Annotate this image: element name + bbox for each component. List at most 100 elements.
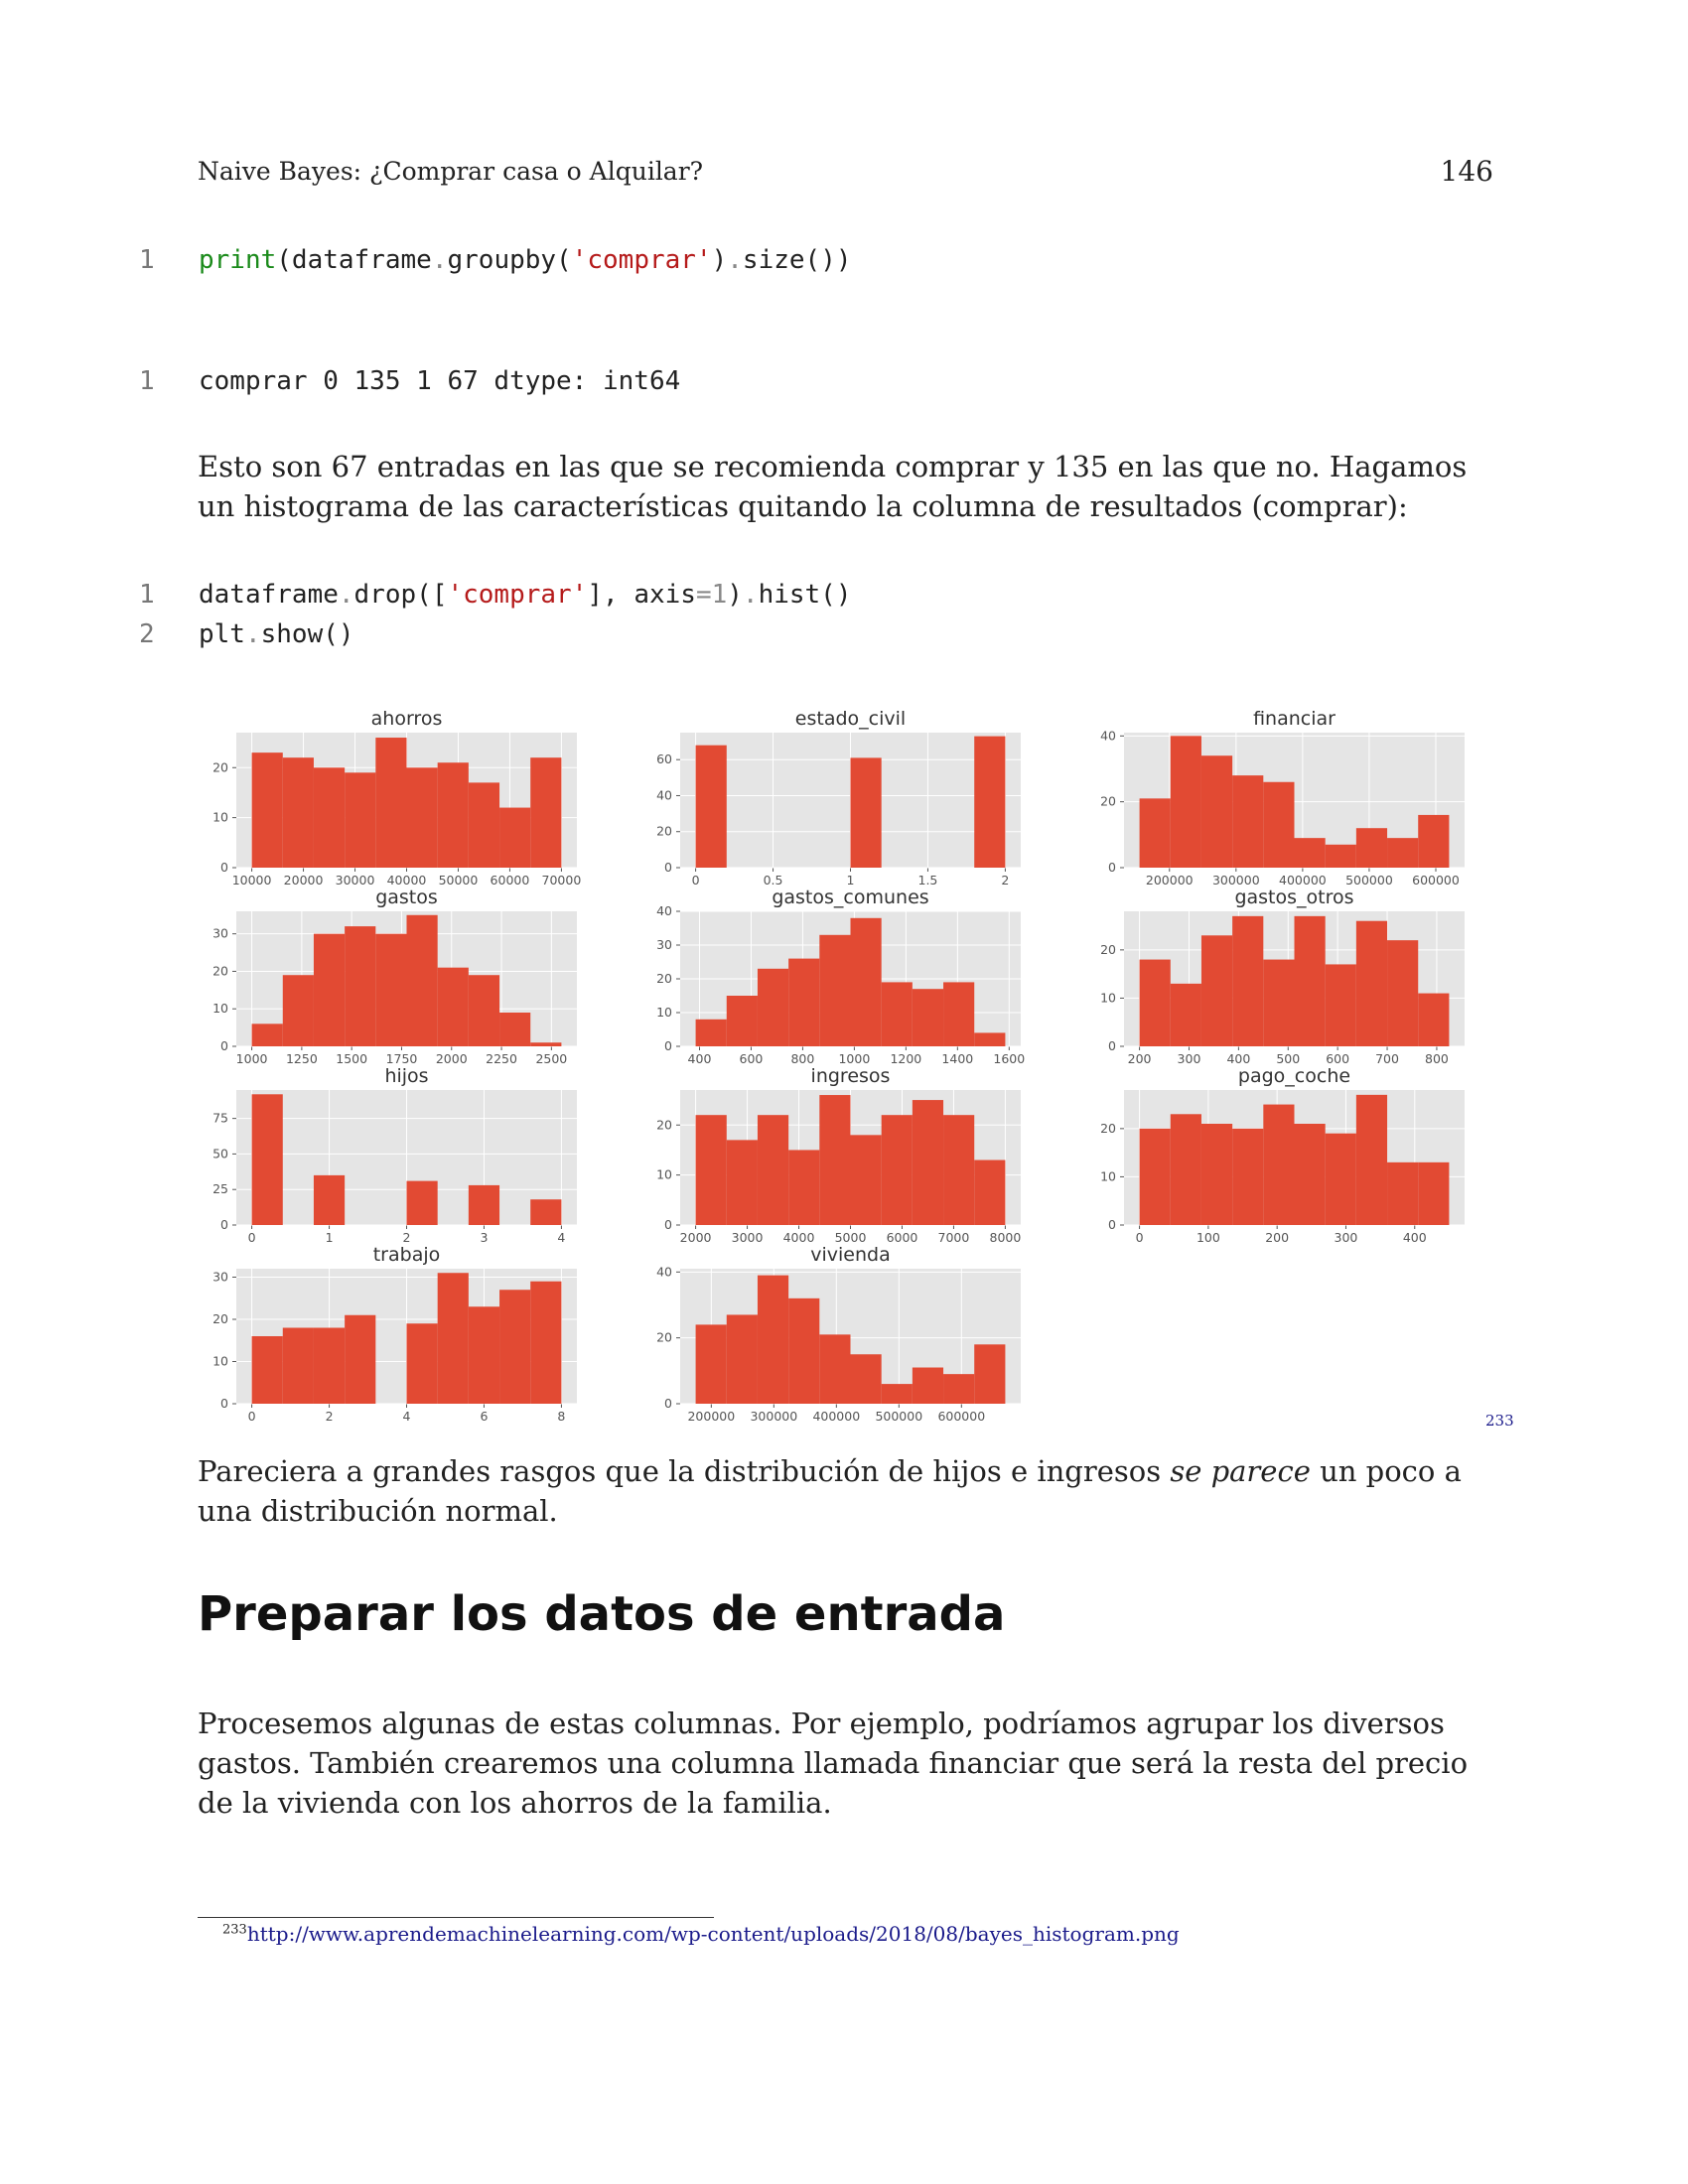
histogram-bar [757, 1115, 789, 1225]
code-token: ], axis [587, 580, 696, 610]
y-tick-label: 0 [1108, 1217, 1116, 1232]
histogram-gastos_comunes: 400 600 800 1000 1200 1400 1600 0 10 20 30 40 gastos… [656, 887, 1025, 1066]
histogram-title: pago_coche [1238, 1065, 1350, 1087]
y-tick-label: 30 [212, 926, 228, 941]
histogram-bar [912, 1367, 944, 1404]
histogram-bar [1139, 1128, 1171, 1225]
x-tick-label: 500 [1276, 1051, 1300, 1066]
footnote-link[interactable]: http://www.aprendemachinelearning.com/wp… [246, 1922, 1180, 1946]
histogram-bar [695, 1115, 727, 1225]
x-tick-label: 1 [847, 873, 855, 887]
histogram-bar [1355, 920, 1388, 1046]
histogram-title: gastos [375, 887, 438, 908]
line-number: 2 [139, 619, 155, 649]
histogram-bar [850, 917, 882, 1046]
footnote: 233http://www.aprendemachinelearning.com… [222, 1922, 1180, 1946]
y-tick-label: 30 [212, 1270, 228, 1285]
x-tick-label: 1500 [336, 1051, 367, 1066]
x-tick-label: 4000 [783, 1230, 815, 1245]
histogram-bar [1387, 940, 1419, 1046]
code-token: size()) [742, 245, 852, 275]
x-tick-label: 8000 [990, 1230, 1022, 1245]
x-tick-label: 0.5 [764, 873, 783, 887]
histogram-bar [788, 1150, 820, 1225]
page-number: 146 [1440, 155, 1493, 188]
histogram-bar [1294, 838, 1326, 868]
x-tick-label: 700 [1375, 1051, 1399, 1066]
histogram-bar [1139, 959, 1171, 1046]
histogram-bar [499, 807, 531, 868]
x-tick-label: 2250 [486, 1051, 517, 1066]
y-tick-label: 20 [212, 963, 228, 978]
y-tick-label: 0 [664, 860, 672, 875]
histogram-bar [1325, 964, 1356, 1046]
histogram-bar [1418, 993, 1450, 1046]
histogram-title: hijos [384, 1065, 428, 1087]
histogram-bar [695, 745, 727, 868]
histogram-bar [1294, 915, 1326, 1046]
histogram-bar [1263, 959, 1295, 1046]
code-token: groupby( [447, 245, 572, 275]
y-tick-label: 20 [656, 824, 672, 839]
code-output-text: comprar 0 135 1 67 dtype: int64 [199, 366, 681, 396]
x-tick-label: 1000 [838, 1051, 870, 1066]
code-token: 'comprar' [571, 245, 712, 275]
y-tick-label: 40 [1100, 728, 1116, 743]
y-tick-label: 40 [656, 787, 672, 802]
histogram-bar [530, 1042, 562, 1046]
code-token: print [199, 245, 277, 275]
x-tick-label: 0 [692, 873, 700, 887]
histogram-bar [695, 1324, 727, 1404]
histogram-bar [788, 958, 820, 1046]
histogram-bar [1200, 935, 1233, 1046]
histogram-bar [695, 1019, 727, 1046]
histogram-bar [974, 1032, 1006, 1046]
x-tick-label: 4 [557, 1230, 565, 1245]
histogram-bar [974, 736, 1006, 868]
footnote-marker[interactable]: 233 [1485, 1412, 1514, 1430]
code-token: (dataframe [276, 245, 432, 275]
code-token: . [338, 580, 354, 610]
y-tick-label: 20 [212, 1311, 228, 1326]
histogram-bar [819, 934, 851, 1046]
histogram-bar [881, 982, 913, 1046]
histogram-bar [1387, 1161, 1419, 1225]
histogram-bar [282, 757, 314, 868]
histogram-hijos: 0 1 2 3 4 0 25 50 75 hijos [212, 1065, 577, 1245]
histogram-bar [1170, 1114, 1201, 1225]
histogram-bar [1418, 814, 1450, 868]
code-token: ) [711, 245, 728, 275]
x-tick-label: 500000 [1345, 873, 1393, 887]
paragraph-text: un poco a una distribución normal. [198, 1454, 1462, 1528]
histogram-bar [912, 1100, 944, 1225]
x-tick-label: 200000 [687, 1409, 735, 1424]
histogram-bar [251, 1336, 283, 1404]
emphasis-text: se parece [1170, 1454, 1311, 1488]
y-tick-label: 50 [212, 1146, 228, 1160]
histogram-bar [282, 975, 314, 1046]
y-tick-label: 40 [656, 1264, 672, 1279]
histogram-bar [437, 967, 469, 1046]
code-block-groupby: 1 print(dataframe.groupby('comprar').size… [139, 245, 852, 275]
line-number: 1 [139, 245, 155, 275]
histogram-bar [974, 1344, 1006, 1404]
histogram-bar [1418, 1161, 1450, 1225]
histogram-bar [437, 762, 469, 868]
code-token: . [742, 580, 759, 610]
x-tick-label: 300 [1335, 1230, 1358, 1245]
histogram-bar [1170, 983, 1201, 1046]
histogram-trabajo: 0 2 4 6 8 0 10 20 30 trabajo [212, 1244, 577, 1424]
x-tick-label: 1400 [941, 1051, 973, 1066]
histogram-bar [468, 1306, 500, 1404]
histogram-bar [757, 1275, 789, 1404]
x-tick-label: 20000 [284, 873, 324, 887]
histogram-bar [1294, 1124, 1326, 1225]
histogram-bar [757, 968, 789, 1046]
histogram-bar [1263, 781, 1295, 868]
x-tick-label: 400 [1403, 1230, 1427, 1245]
histogram-bar [313, 1174, 346, 1225]
y-tick-label: 25 [212, 1181, 228, 1196]
x-tick-label: 7000 [938, 1230, 970, 1245]
histogram-bar [1387, 838, 1419, 868]
